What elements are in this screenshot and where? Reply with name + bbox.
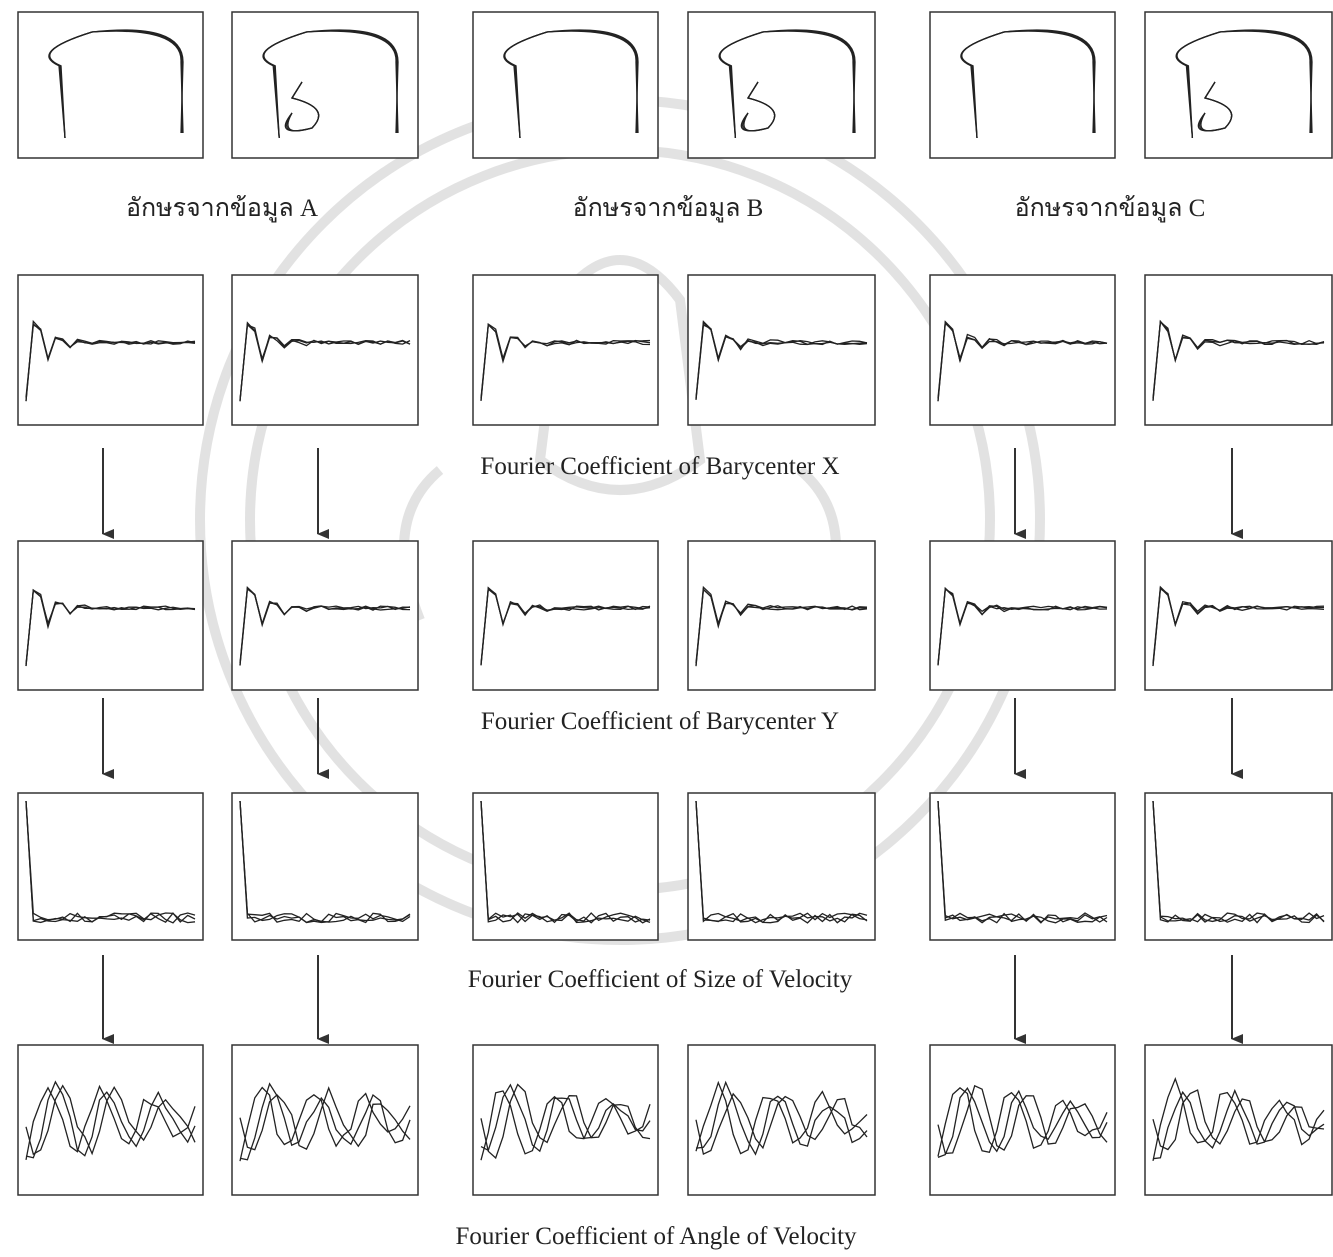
plot-frame bbox=[17, 540, 204, 691]
plot-curve bbox=[239, 800, 411, 924]
character-label: อักษรจากข้อมูล C bbox=[1015, 195, 1206, 223]
plot-frame bbox=[472, 274, 659, 426]
plot-frame bbox=[687, 1044, 876, 1196]
plot-curve bbox=[25, 1084, 196, 1161]
plot-curve bbox=[1152, 1089, 1325, 1151]
row-caption: Fourier Coefficient of Barycenter Y bbox=[481, 708, 839, 735]
plot-curve bbox=[25, 1080, 196, 1159]
plot-frame bbox=[929, 1044, 1116, 1196]
plot-frame bbox=[929, 274, 1116, 426]
plot-curve bbox=[49, 30, 184, 139]
plot-curve bbox=[937, 586, 1108, 665]
character-label: อักษรจากข้อมูล A bbox=[126, 195, 318, 223]
plot-curve bbox=[1152, 586, 1325, 666]
plot-frame bbox=[472, 540, 659, 691]
plot-curve bbox=[480, 1083, 651, 1160]
plot-curve bbox=[695, 321, 868, 399]
plot-curve bbox=[480, 800, 651, 924]
plot-curve bbox=[263, 30, 399, 139]
plot-curve bbox=[480, 1090, 651, 1161]
plot-frame bbox=[231, 1044, 419, 1196]
plot-frame bbox=[1144, 540, 1333, 691]
plot-frame bbox=[929, 540, 1116, 691]
plot-frame bbox=[231, 274, 419, 426]
plot-curve bbox=[695, 1092, 868, 1156]
plot-curve bbox=[1152, 800, 1325, 924]
plot-curve bbox=[695, 588, 868, 667]
plot-curve bbox=[25, 800, 196, 924]
plot-curve bbox=[480, 800, 651, 924]
plot-curve bbox=[937, 1087, 1108, 1159]
plot-curve bbox=[719, 30, 856, 139]
plot-grid bbox=[17, 11, 1333, 1196]
plot-curve bbox=[25, 589, 196, 667]
plot-curve bbox=[239, 323, 411, 401]
plot-curve bbox=[25, 319, 196, 402]
plot-frame bbox=[929, 11, 1116, 159]
plot-curve bbox=[1152, 1077, 1325, 1162]
plot-curve bbox=[239, 1086, 411, 1162]
plot-frame bbox=[231, 11, 419, 159]
plot-curve bbox=[1152, 587, 1325, 667]
row-caption: Fourier Coefficient of Angle of Velocity bbox=[455, 1223, 857, 1250]
plot-curve bbox=[937, 322, 1108, 402]
plot-curve bbox=[239, 1082, 411, 1161]
plot-frame bbox=[472, 1044, 659, 1196]
plot-curve bbox=[937, 800, 1108, 924]
plot-curve bbox=[480, 322, 651, 399]
plot-frame bbox=[472, 11, 659, 159]
plot-curve bbox=[695, 800, 868, 924]
plot-frame bbox=[17, 274, 204, 426]
plot-frame bbox=[17, 1044, 204, 1196]
row-caption: Fourier Coefficient of Size of Velocity bbox=[468, 966, 853, 993]
plot-frame bbox=[687, 11, 876, 159]
plot-curve bbox=[695, 800, 868, 924]
plot-curve bbox=[1152, 320, 1325, 401]
plot-curve bbox=[1152, 800, 1325, 924]
plot-curve bbox=[25, 800, 196, 924]
plot-frame bbox=[17, 792, 204, 941]
plot-curve bbox=[239, 800, 411, 924]
plot-curve bbox=[1176, 30, 1313, 139]
plot-curve bbox=[504, 30, 639, 139]
plot-frame bbox=[1144, 1044, 1333, 1196]
plot-frame bbox=[1144, 11, 1333, 159]
plot-curve bbox=[937, 1087, 1108, 1157]
plot-frame bbox=[1144, 274, 1333, 426]
plot-curve bbox=[695, 1080, 868, 1155]
plot-frame bbox=[231, 540, 419, 691]
plot-frame bbox=[687, 274, 876, 426]
plot-frame bbox=[687, 540, 876, 691]
plot-curve bbox=[25, 1084, 196, 1156]
plot-curve bbox=[961, 30, 1096, 139]
plot-curve bbox=[480, 1083, 651, 1153]
plot-curve bbox=[695, 1080, 868, 1156]
plot-curve bbox=[480, 586, 651, 666]
character-label: อักษรจากข้อมูล B bbox=[573, 195, 764, 223]
plot-frame bbox=[687, 792, 876, 941]
plot-frame bbox=[17, 11, 204, 159]
row-caption: Fourier Coefficient of Barycenter X bbox=[480, 453, 839, 480]
plot-curve bbox=[239, 587, 411, 666]
